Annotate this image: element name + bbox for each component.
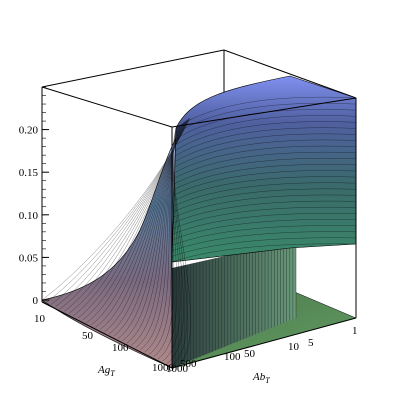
mesh-line [174, 158, 357, 184]
wall-mesh [171, 240, 297, 368]
mesh-line [175, 121, 357, 151]
ab-axis-subscript: T [265, 376, 270, 385]
mesh-line [172, 219, 357, 240]
mesh-line [174, 133, 357, 162]
ag-axis-label: Ag [97, 364, 111, 376]
ag-tick-label: 100 [112, 342, 129, 354]
mesh-line [175, 103, 357, 134]
mesh-line [172, 213, 357, 235]
ag-axis-subscript: T [110, 369, 115, 378]
z-axis: 0 0.05 0.10 0.15 0.20 [19, 86, 49, 307]
ag-tick-label: 1000 [152, 362, 175, 374]
z-tick-label: 0 [33, 295, 39, 307]
mesh-line [174, 164, 357, 190]
z-tick-label: 0.05 [19, 252, 39, 264]
mesh-line [172, 225, 357, 246]
ag-axis: 10 50 100 1000 AgT [34, 313, 175, 378]
ab-axis: 1 5 10 50 100 500 1000 AbT [166, 325, 358, 385]
z-tick-label: 0.15 [19, 167, 39, 179]
mesh-line [175, 127, 357, 157]
ab-tick-label: 50 [244, 348, 256, 360]
mesh-line [173, 176, 357, 201]
mesh-line [172, 237, 357, 257]
mesh-line [173, 182, 357, 207]
surface-mesh [41, 96, 357, 369]
mesh-line [173, 188, 357, 212]
mesh-line [173, 194, 357, 218]
mesh-line [173, 170, 357, 196]
z-tick-label: 0.10 [19, 210, 39, 222]
surface-front-face [41, 117, 191, 369]
ab-tick-label: 100 [224, 351, 241, 363]
ab-tick-label: 5 [308, 337, 314, 349]
mesh-line [174, 151, 357, 179]
ag-tick-label: 10 [34, 313, 46, 325]
mesh-line [171, 243, 357, 263]
ag-axis-title: AgT [97, 364, 115, 378]
mesh-line [172, 127, 191, 369]
ab-tick-label: 10 [288, 341, 300, 353]
z-tick-label: 0.20 [19, 125, 39, 137]
mesh-line [173, 200, 357, 224]
ab-tick-label: 1 [352, 325, 358, 337]
ab-tick-label: 1000 [166, 363, 189, 375]
ag-tick-label: 50 [82, 330, 94, 342]
mesh-line [175, 115, 357, 145]
ab-axis-title: AbT [252, 371, 270, 385]
surface-plateau [171, 75, 357, 263]
mesh-line [175, 96, 357, 129]
mesh-line [174, 139, 357, 168]
mesh-line [174, 145, 357, 173]
mesh-line [172, 231, 357, 251]
ab-axis-label: Ab [252, 371, 266, 383]
ab-tick-label: 500 [180, 358, 197, 370]
mesh-line [172, 207, 357, 229]
bounding-box-front [41, 86, 357, 369]
